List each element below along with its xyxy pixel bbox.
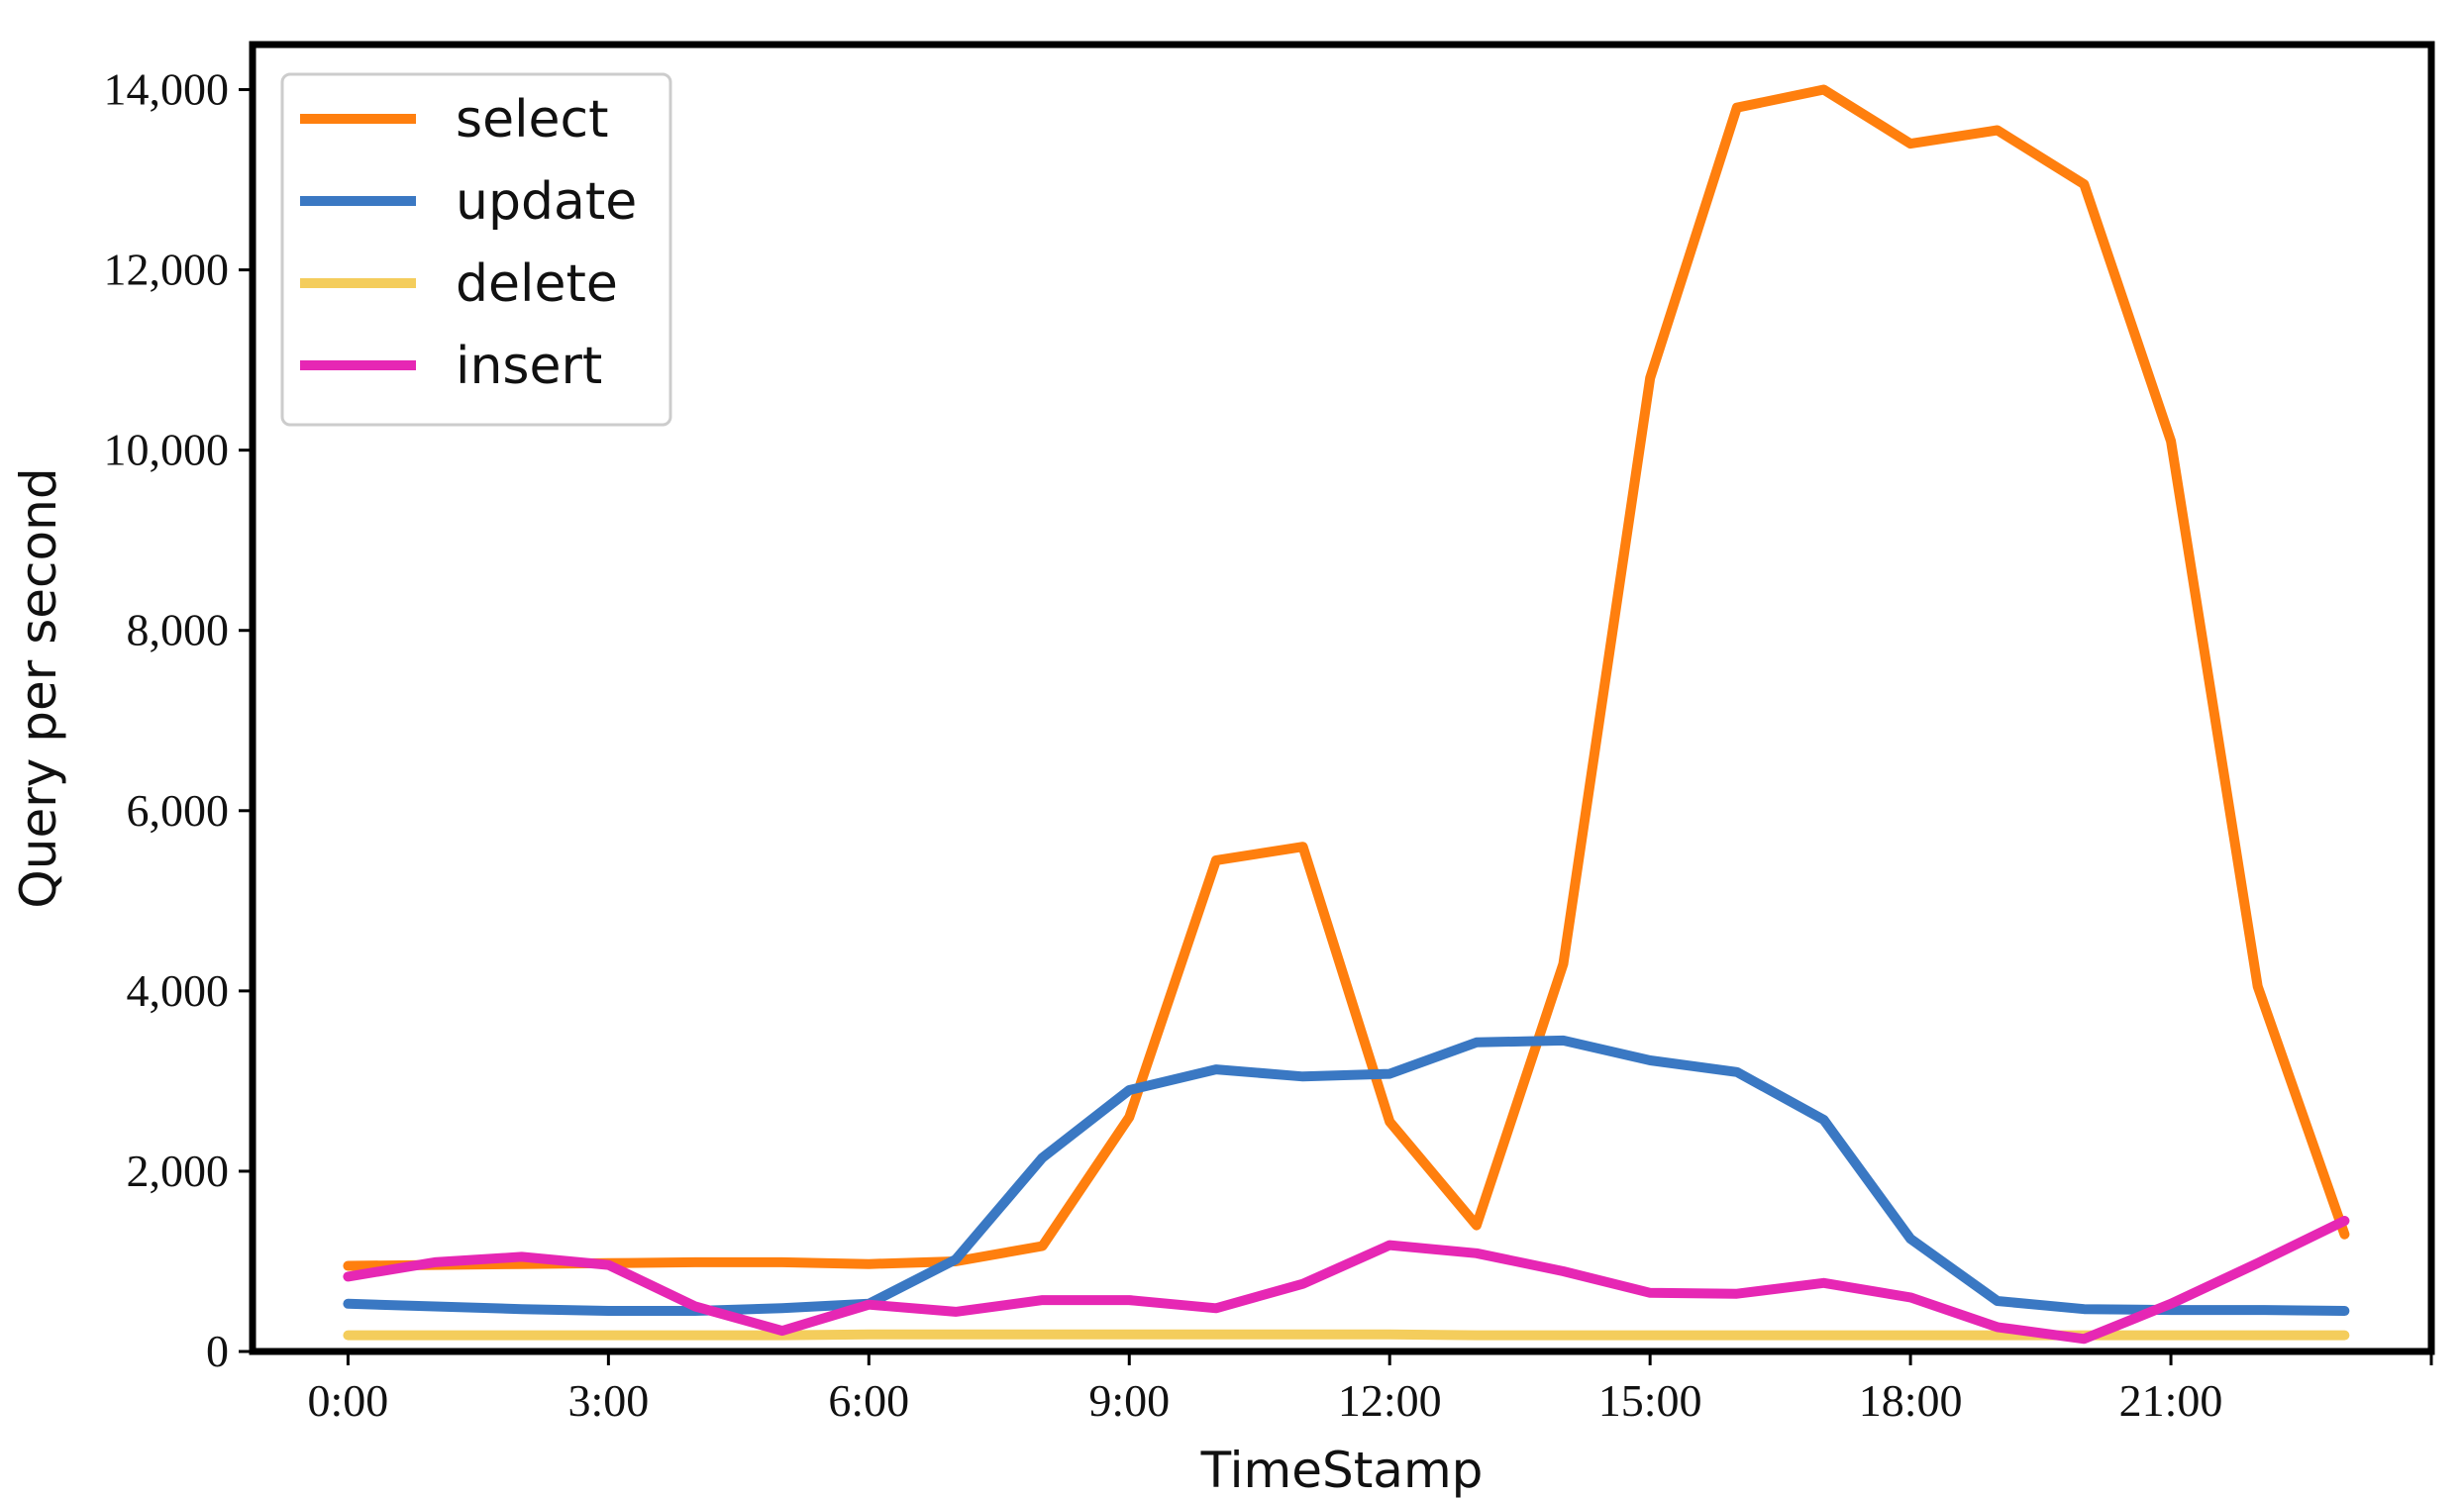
series-line-update	[343, 1035, 2350, 1316]
series-line-select	[343, 84, 2350, 1271]
x-tick-label: 3:00	[567, 1375, 649, 1426]
y-axis-title: Query per second	[10, 467, 67, 908]
legend-box	[280, 72, 672, 427]
series-layer	[343, 84, 2350, 1345]
series-line-insert	[343, 1216, 2350, 1345]
legend-label-update: update	[456, 172, 637, 232]
legend-label-insert: insert	[456, 337, 602, 396]
legend-label-delete: delete	[456, 254, 618, 314]
y-tick-label: 10,000	[104, 425, 230, 475]
y-tick-label: 12,000	[104, 245, 230, 295]
y-tick-label: 4,000	[127, 965, 230, 1016]
x-tick-label: 18:00	[1859, 1375, 1963, 1426]
y-tick-label: 6,000	[127, 785, 230, 836]
y-tick-label: 2,000	[127, 1146, 230, 1196]
x-tick-label: 6:00	[828, 1375, 909, 1426]
axis-ticks: 0:00 3:00 6:00 9:00 12:00 15:00 18:00 21:00 0 2,0…	[104, 64, 2433, 1426]
plot-area-frame	[249, 41, 2435, 1355]
legend: select update delete insert	[280, 72, 672, 427]
x-tick-label: 12:00	[1338, 1375, 1442, 1426]
x-tick-label: 21:00	[2119, 1375, 2223, 1426]
legend-label-select: select	[456, 90, 609, 150]
y-tick-label: 14,000	[104, 64, 230, 115]
x-tick-label: 0:00	[308, 1375, 389, 1426]
y-tick-label: 8,000	[127, 605, 230, 655]
x-tick-label: 15:00	[1598, 1375, 1702, 1426]
series-line-delete	[343, 1329, 2350, 1341]
y-tick-label: 0	[206, 1326, 229, 1376]
x-axis-title: TimeStamp	[1200, 1442, 1484, 1499]
x-tick-label: 9:00	[1088, 1375, 1170, 1426]
